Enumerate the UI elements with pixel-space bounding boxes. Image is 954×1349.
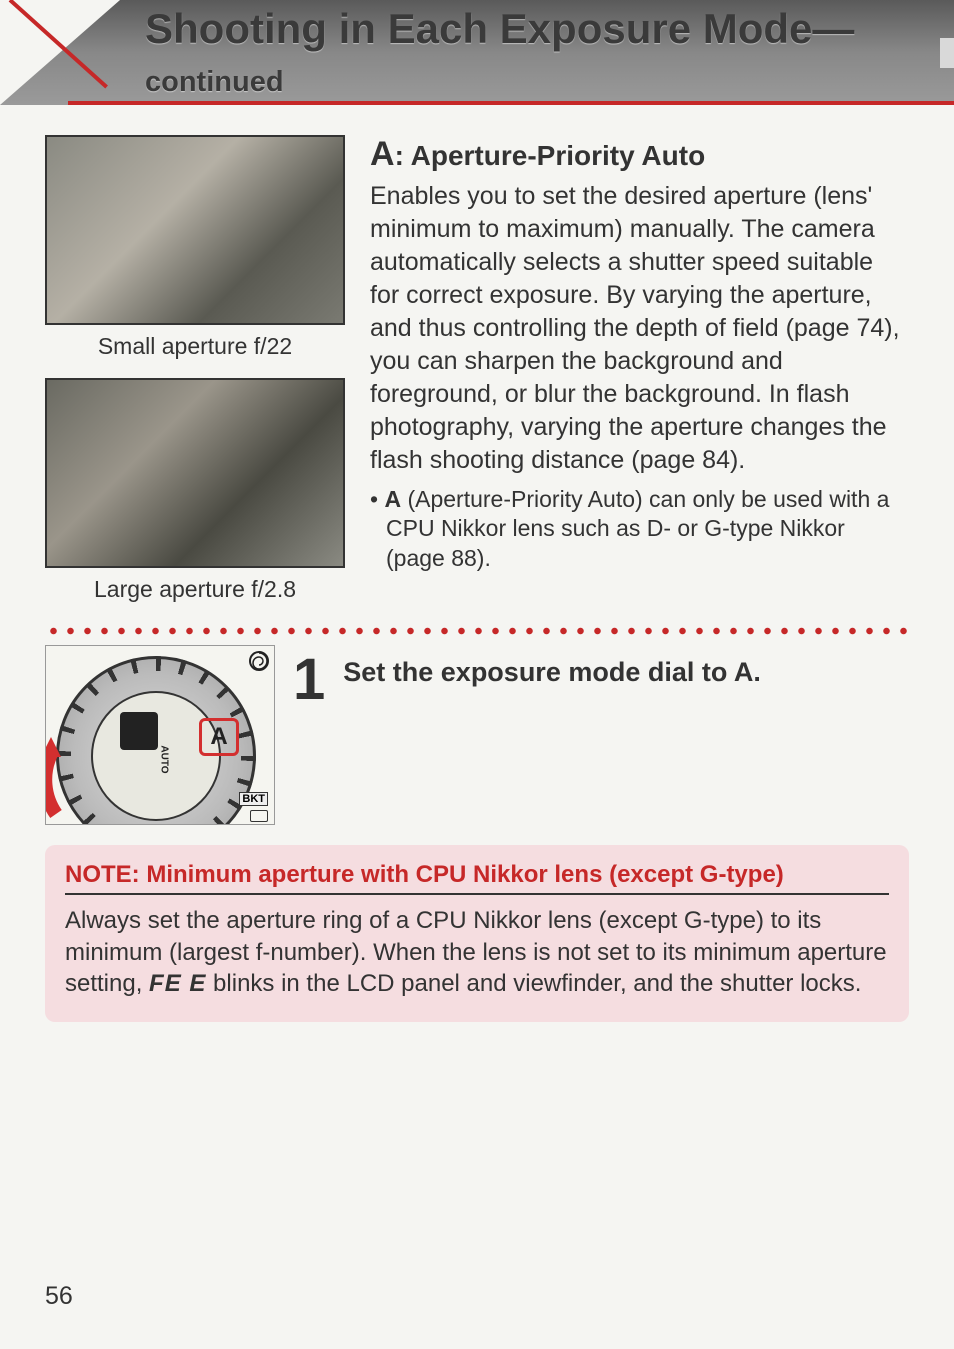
header-red-underline xyxy=(0,101,954,105)
dial-bkt-label: BKT xyxy=(239,792,268,806)
mode-title: Aperture-Priority Auto xyxy=(411,140,706,171)
step-text-prefix: Set the exposure mode dial to xyxy=(343,657,734,687)
dial-rect-icon xyxy=(250,810,268,822)
text-column: A: Aperture-Priority Auto Enables you to… xyxy=(370,135,909,603)
dial-auto-label: AUTO xyxy=(159,745,170,773)
note-heading: NOTE: Minimum aperture with CPU Nikkor l… xyxy=(65,861,889,895)
bullet-marker: • xyxy=(370,486,384,512)
photo-caption-1: Small aperture f/22 xyxy=(45,333,345,360)
header-side-tab xyxy=(940,38,954,68)
note-fee-code: FE E xyxy=(149,970,206,997)
photo-column: Small aperture f/22 Large aperture f/2.8 xyxy=(45,135,345,603)
note-body: Always set the aperture ring of a CPU Ni… xyxy=(65,905,889,1000)
main-content: Small aperture f/22 Large aperture f/2.8… xyxy=(0,105,954,603)
bullet-rest: (Aperture-Priority Auto) can only be use… xyxy=(386,486,889,571)
dial-top-icons xyxy=(248,650,270,672)
page-title-main: Shooting in Each Exposure Mode— xyxy=(145,5,854,52)
section-body: Enables you to set the desired aperture … xyxy=(370,180,909,477)
bullet-bold: A xyxy=(384,486,401,512)
page-number: 56 xyxy=(45,1282,73,1311)
page-header: Shooting in Each Exposure Mode— continued xyxy=(0,0,954,105)
mode-colon: : xyxy=(395,140,411,171)
note-box: NOTE: Minimum aperture with CPU Nikkor l… xyxy=(45,845,909,1022)
example-photo-small-aperture xyxy=(45,135,345,325)
dial-rotation-arrow-icon xyxy=(45,729,141,825)
step-number: 1 xyxy=(293,651,325,709)
section-bullet: • A (Aperture-Priority Auto) can only be… xyxy=(370,485,909,573)
step-1-row: AUTO A BKT 1 Set the exposure mode dial … xyxy=(0,635,954,825)
step-text-suffix: . xyxy=(753,657,761,687)
dial-a-letter: A xyxy=(210,723,227,751)
step-instruction: Set the exposure mode dial to A. xyxy=(343,657,761,688)
page-title-continued: continued xyxy=(145,66,284,98)
header-diagonal-cut xyxy=(0,0,120,105)
step-text-bold: A xyxy=(734,657,754,687)
page-title: Shooting in Each Exposure Mode— continued xyxy=(145,5,954,101)
dotted-separator xyxy=(45,627,909,635)
spiral-icon xyxy=(248,650,270,672)
mode-letter: A xyxy=(370,135,395,173)
dial-a-highlight-box: A xyxy=(199,718,239,756)
photo-caption-2: Large aperture f/2.8 xyxy=(45,576,345,603)
section-heading: A: Aperture-Priority Auto xyxy=(370,135,909,174)
example-photo-large-aperture xyxy=(45,378,345,568)
note-body-part2: blinks in the LCD panel and viewfinder, … xyxy=(206,970,861,997)
mode-dial-illustration: AUTO A BKT xyxy=(45,645,275,825)
